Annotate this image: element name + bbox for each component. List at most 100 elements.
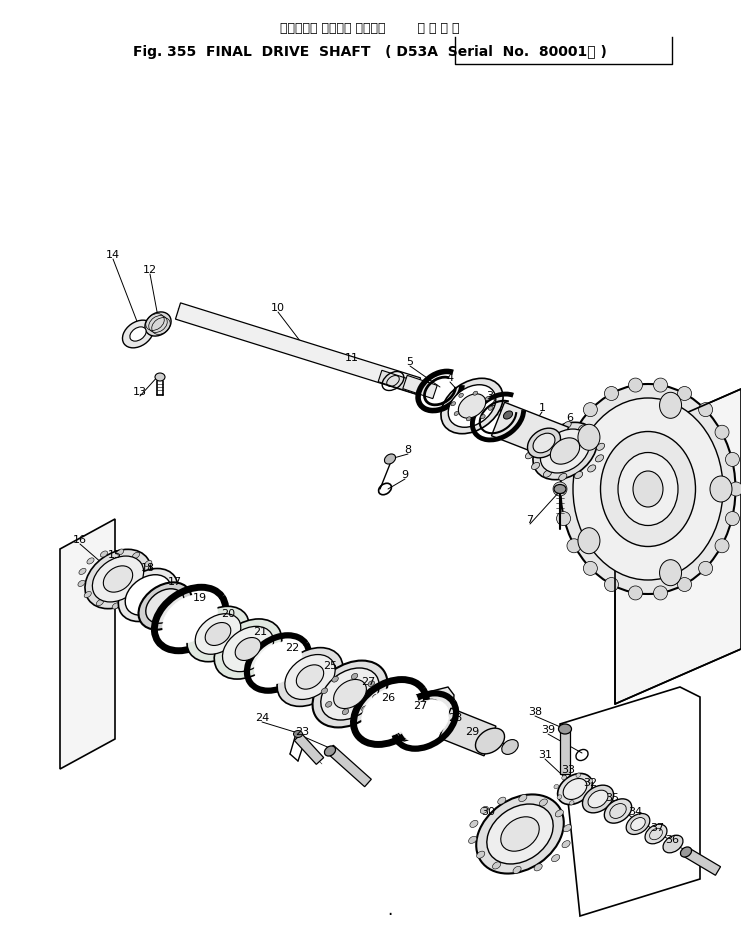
Ellipse shape	[528, 429, 560, 458]
Ellipse shape	[78, 581, 85, 586]
Ellipse shape	[573, 398, 723, 580]
Ellipse shape	[551, 855, 559, 862]
Ellipse shape	[554, 784, 559, 789]
Ellipse shape	[122, 321, 153, 349]
Text: 23: 23	[295, 727, 309, 736]
Ellipse shape	[321, 689, 328, 694]
Text: 14: 14	[106, 250, 120, 260]
Text: 36: 36	[665, 834, 679, 844]
Ellipse shape	[578, 528, 600, 554]
Ellipse shape	[473, 392, 478, 396]
Text: 32: 32	[583, 777, 597, 787]
Ellipse shape	[488, 406, 493, 411]
Polygon shape	[615, 390, 741, 704]
Ellipse shape	[325, 702, 332, 707]
Ellipse shape	[526, 441, 534, 448]
Text: 29: 29	[465, 727, 479, 736]
Ellipse shape	[626, 814, 650, 834]
Ellipse shape	[451, 402, 456, 406]
Ellipse shape	[562, 776, 566, 780]
Ellipse shape	[130, 328, 146, 342]
Ellipse shape	[195, 614, 241, 654]
Text: 8: 8	[405, 445, 411, 455]
Text: 37: 37	[650, 822, 664, 832]
Ellipse shape	[574, 472, 582, 479]
Ellipse shape	[139, 583, 191, 630]
Ellipse shape	[151, 572, 158, 578]
Ellipse shape	[654, 379, 668, 393]
Ellipse shape	[588, 465, 596, 472]
Ellipse shape	[485, 397, 490, 401]
Polygon shape	[176, 303, 421, 394]
Polygon shape	[378, 371, 422, 395]
Ellipse shape	[144, 561, 152, 567]
Ellipse shape	[628, 586, 642, 600]
Ellipse shape	[448, 385, 496, 428]
Ellipse shape	[576, 773, 581, 778]
Ellipse shape	[578, 425, 600, 451]
Ellipse shape	[597, 444, 605, 451]
Polygon shape	[403, 376, 437, 399]
Ellipse shape	[557, 795, 562, 799]
Ellipse shape	[596, 456, 604, 462]
Ellipse shape	[563, 422, 571, 429]
Ellipse shape	[502, 740, 518, 754]
Ellipse shape	[715, 539, 729, 553]
Ellipse shape	[222, 626, 273, 672]
Ellipse shape	[401, 700, 449, 742]
Ellipse shape	[560, 384, 736, 594]
Ellipse shape	[605, 799, 631, 823]
Text: 30: 30	[481, 806, 495, 816]
Ellipse shape	[729, 483, 741, 496]
Ellipse shape	[325, 746, 336, 756]
Text: 17: 17	[168, 576, 182, 586]
Ellipse shape	[470, 820, 478, 828]
Ellipse shape	[513, 867, 521, 873]
Ellipse shape	[476, 794, 564, 873]
Ellipse shape	[481, 415, 485, 419]
Ellipse shape	[476, 851, 485, 858]
Text: 3: 3	[487, 391, 494, 401]
Text: 2: 2	[488, 397, 496, 407]
Ellipse shape	[588, 791, 608, 808]
Text: 33: 33	[561, 764, 575, 774]
Ellipse shape	[487, 805, 554, 864]
Text: 25: 25	[323, 661, 337, 670]
Ellipse shape	[663, 835, 683, 853]
Ellipse shape	[600, 432, 696, 547]
Ellipse shape	[459, 393, 463, 398]
Ellipse shape	[85, 549, 151, 609]
Ellipse shape	[631, 818, 645, 831]
Ellipse shape	[584, 798, 588, 803]
Ellipse shape	[579, 425, 587, 432]
Ellipse shape	[162, 595, 217, 644]
Text: 5: 5	[407, 356, 413, 367]
Ellipse shape	[533, 423, 597, 480]
Polygon shape	[491, 403, 568, 461]
Ellipse shape	[569, 801, 574, 806]
Polygon shape	[60, 520, 115, 769]
Ellipse shape	[531, 463, 539, 470]
Ellipse shape	[645, 824, 667, 844]
Ellipse shape	[605, 578, 619, 592]
Ellipse shape	[373, 694, 379, 701]
Ellipse shape	[351, 674, 358, 679]
Text: 38: 38	[528, 706, 542, 716]
Ellipse shape	[84, 592, 91, 598]
Ellipse shape	[466, 418, 471, 421]
Ellipse shape	[540, 430, 590, 473]
Ellipse shape	[133, 553, 139, 559]
Ellipse shape	[543, 470, 551, 478]
Ellipse shape	[633, 471, 663, 508]
Ellipse shape	[588, 779, 593, 783]
Ellipse shape	[362, 706, 368, 712]
Ellipse shape	[150, 584, 157, 590]
Ellipse shape	[155, 374, 165, 381]
Ellipse shape	[342, 709, 349, 715]
Ellipse shape	[146, 589, 185, 624]
Ellipse shape	[368, 681, 374, 687]
Ellipse shape	[534, 431, 542, 438]
Ellipse shape	[715, 426, 729, 440]
Ellipse shape	[142, 595, 149, 600]
Ellipse shape	[112, 603, 119, 610]
